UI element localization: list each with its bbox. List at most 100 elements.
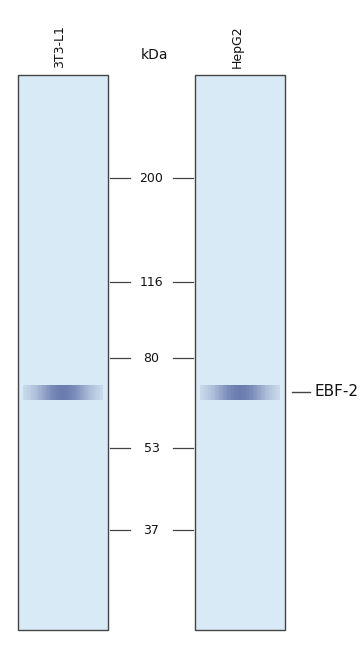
Bar	[102, 384, 103, 400]
Bar	[252, 384, 253, 400]
Bar	[48, 384, 49, 400]
Bar	[253, 384, 254, 400]
Bar	[65, 384, 66, 400]
Bar	[72, 384, 73, 400]
Bar	[223, 384, 224, 400]
Bar	[270, 384, 272, 400]
Bar	[41, 384, 42, 400]
Bar	[203, 384, 204, 400]
Bar	[201, 384, 203, 400]
Bar	[227, 384, 229, 400]
Bar	[207, 384, 208, 400]
Bar	[239, 384, 241, 400]
Bar	[77, 384, 78, 400]
Bar	[260, 384, 261, 400]
Bar	[54, 384, 55, 400]
Bar	[71, 384, 72, 400]
Bar	[95, 384, 96, 400]
Bar	[23, 384, 24, 400]
Bar	[88, 384, 89, 400]
Bar	[245, 384, 246, 400]
Bar	[272, 384, 273, 400]
Bar	[275, 384, 276, 400]
Bar	[238, 384, 239, 400]
Bar	[58, 384, 60, 400]
Bar	[96, 384, 98, 400]
Bar	[61, 384, 62, 400]
Bar	[69, 384, 71, 400]
Bar	[276, 384, 277, 400]
Bar	[200, 384, 201, 400]
Bar	[91, 384, 92, 400]
Bar	[279, 384, 280, 400]
Bar	[247, 384, 249, 400]
Bar	[211, 384, 212, 400]
Bar	[233, 384, 234, 400]
Bar	[257, 384, 258, 400]
Bar	[27, 384, 28, 400]
Bar	[204, 384, 206, 400]
Text: 3T3-L1: 3T3-L1	[54, 25, 67, 68]
Bar	[241, 384, 242, 400]
Bar	[94, 384, 95, 400]
Bar	[42, 384, 43, 400]
Bar	[250, 384, 252, 400]
Text: kDa: kDa	[141, 48, 169, 62]
Bar	[53, 384, 54, 400]
Text: HepG2: HepG2	[230, 25, 243, 68]
Bar	[55, 384, 57, 400]
Bar	[208, 384, 210, 400]
Bar	[83, 384, 84, 400]
Text: 80: 80	[144, 352, 159, 364]
Bar	[243, 384, 245, 400]
Bar	[39, 384, 41, 400]
Bar	[195, 75, 285, 630]
Bar	[28, 384, 30, 400]
Bar	[31, 384, 32, 400]
Bar	[38, 384, 39, 400]
Bar	[212, 384, 213, 400]
Bar	[220, 384, 222, 400]
Bar	[206, 384, 207, 400]
Bar	[219, 384, 220, 400]
Bar	[57, 384, 58, 400]
Bar	[84, 384, 85, 400]
Bar	[262, 384, 264, 400]
Bar	[68, 384, 69, 400]
Bar	[242, 384, 243, 400]
Bar	[269, 384, 270, 400]
Bar	[246, 384, 247, 400]
Bar	[81, 384, 83, 400]
Bar	[235, 384, 237, 400]
Bar	[30, 384, 31, 400]
Bar	[210, 384, 211, 400]
Bar	[213, 384, 215, 400]
Bar	[265, 384, 266, 400]
Bar	[66, 384, 68, 400]
Bar	[80, 384, 81, 400]
Bar	[75, 384, 76, 400]
Bar	[268, 384, 269, 400]
Bar	[43, 384, 45, 400]
Bar	[222, 384, 223, 400]
Bar	[35, 384, 37, 400]
Bar	[249, 384, 250, 400]
Bar	[64, 384, 65, 400]
Text: 37: 37	[144, 523, 159, 537]
Bar	[100, 384, 102, 400]
Bar	[258, 384, 260, 400]
Bar	[234, 384, 235, 400]
Bar	[237, 384, 238, 400]
Bar	[76, 384, 77, 400]
Bar	[92, 384, 94, 400]
Bar	[273, 384, 275, 400]
Bar	[89, 384, 91, 400]
Bar	[98, 384, 99, 400]
Bar	[24, 384, 26, 400]
Text: EBF-2: EBF-2	[315, 384, 359, 400]
Bar	[45, 384, 46, 400]
Bar	[230, 384, 231, 400]
Bar	[32, 384, 34, 400]
Text: 53: 53	[144, 442, 159, 454]
Bar	[18, 75, 108, 630]
